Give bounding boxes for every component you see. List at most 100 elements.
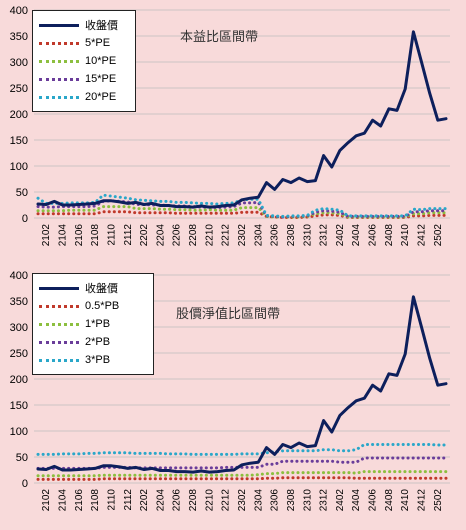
legend-swatch [39, 340, 79, 344]
x-tick-label: 2204 [155, 224, 166, 247]
y-tick-label: 300 [10, 57, 28, 69]
legend-swatch [39, 59, 79, 63]
y-tick-label: 350 [10, 296, 28, 308]
series-line [36, 443, 448, 456]
x-tick-label: 2110 [106, 224, 117, 246]
series-line [36, 30, 448, 209]
x-tick-label: 2404 [351, 489, 362, 512]
chart-svg: 0 50 100 150 200 250 300 350 400 2102 2104 2106 2108… [10, 270, 450, 512]
x-tick-label: 2408 [384, 224, 395, 247]
x-tick-label: 2102 [41, 224, 52, 247]
series-line [36, 470, 448, 478]
x-tick-label: 2210 [204, 224, 215, 247]
x-tick-label: 2312 [319, 224, 330, 247]
legend-item: 10*PE [33, 52, 116, 70]
chart-title: 股價淨值比區間帶 [176, 306, 281, 321]
x-tick-label: 2308 [286, 224, 297, 247]
series-line [36, 456, 448, 470]
y-tick-label: 400 [10, 5, 28, 17]
x-tick-label: 2106 [74, 224, 85, 247]
x-tick-label: 2310 [302, 224, 313, 247]
x-tick-label: 2402 [335, 489, 346, 512]
x-tick-label: 2412 [417, 489, 428, 512]
y-tick-label: 350 [10, 31, 28, 43]
x-tick-label: 2212 [221, 224, 232, 247]
chart-svg: 0 50 100 150 200 250 300 350 400 2102 2104 2106 2108… [10, 5, 450, 247]
x-tick-label: 2104 [57, 224, 68, 247]
legend-swatch [39, 41, 79, 45]
x-tick-label: 2106 [74, 489, 85, 512]
x-tick-label: 2406 [368, 489, 379, 512]
legend-item: 20*PE [33, 88, 116, 106]
y-tick-label: 250 [10, 348, 28, 360]
series-line [36, 295, 448, 474]
legend-swatch [39, 95, 79, 99]
x-tick-label: 2204 [155, 489, 166, 512]
legend-item: 收盤價 [33, 279, 118, 297]
x-tick-label: 2410 [400, 224, 411, 247]
legend-item: 3*PB [33, 351, 110, 369]
y-tick-label: 100 [10, 426, 28, 438]
pb-band-chart: 0 50 100 150 200 250 300 350 400 2102 2104 2106 2108… [0, 265, 466, 530]
x-tick-label: 2206 [172, 224, 183, 247]
legend-swatch [39, 77, 79, 81]
x-tick-label: 2310 [302, 489, 313, 512]
x-tick-label: 2302 [237, 224, 248, 247]
y-tick-label: 0 [22, 213, 28, 225]
x-tick-label: 2306 [270, 489, 281, 512]
x-tick-label: 2102 [41, 489, 52, 512]
legend-label: 20*PE [85, 91, 117, 103]
x-tick-label: 2202 [139, 224, 150, 247]
y-tick-label: 200 [10, 109, 28, 121]
legend-item: 0.5*PB [33, 297, 119, 315]
x-tick-label: 2212 [221, 489, 232, 512]
x-tick-label: 2312 [319, 489, 330, 512]
y-tick-label: 200 [10, 374, 28, 386]
x-tick-label: 2308 [286, 489, 297, 512]
x-tick-label: 2108 [90, 489, 101, 512]
legend-item: 1*PB [33, 315, 110, 333]
x-tick-label: 2410 [400, 489, 411, 512]
x-tick-label: 2304 [253, 489, 264, 512]
y-tick-label: 150 [10, 400, 28, 412]
x-tick-label: 2412 [417, 224, 428, 247]
legend-label: 收盤價 [85, 283, 118, 295]
chart-title: 本益比區間帶 [180, 29, 259, 44]
legend: 收盤價 5*PE 10*PE 15*PE 20*PE [32, 10, 136, 112]
x-tick-label: 2304 [253, 224, 264, 247]
x-tick-label: 2110 [106, 489, 117, 511]
x-tick-label: 2208 [188, 224, 199, 247]
legend-label: 3*PB [85, 354, 111, 366]
x-tick-label: 2406 [368, 224, 379, 247]
legend-label: 15*PE [85, 73, 117, 85]
legend-swatch [39, 358, 79, 362]
x-tick-label: 2210 [204, 489, 215, 512]
y-tick-label: 250 [10, 83, 28, 95]
x-tick-label: 2404 [351, 224, 362, 247]
x-tick-label: 2112 [123, 224, 134, 246]
y-tick-label: 0 [22, 478, 28, 490]
x-tick-label: 2408 [384, 489, 395, 512]
y-tick-label: 300 [10, 322, 28, 334]
legend-swatch [39, 304, 79, 308]
legend-swatch [39, 286, 79, 290]
x-tick-label: 2402 [335, 224, 346, 247]
legend-swatch [39, 23, 79, 27]
legend-label: 1*PB [85, 318, 111, 330]
x-tick-label: 2306 [270, 224, 281, 247]
x-tick-label: 2202 [139, 489, 150, 512]
legend-item: 5*PE [33, 34, 110, 52]
legend-swatch [39, 322, 79, 326]
legend-label: 5*PE [85, 37, 111, 49]
series-line [36, 476, 448, 481]
legend-label: 2*PB [85, 336, 111, 348]
series-line [36, 199, 448, 219]
x-tick-label: 2208 [188, 489, 199, 512]
x-tick-label: 2104 [57, 489, 68, 512]
x-tick-label: 2502 [433, 224, 444, 247]
y-tick-label: 100 [10, 161, 28, 173]
pe-band-chart: 0 50 100 150 200 250 300 350 400 2102 2104 2106 2108… [0, 0, 466, 265]
x-tick-label: 2112 [123, 489, 134, 511]
legend-label: 收盤價 [85, 20, 118, 32]
legend-item: 2*PB [33, 333, 110, 351]
